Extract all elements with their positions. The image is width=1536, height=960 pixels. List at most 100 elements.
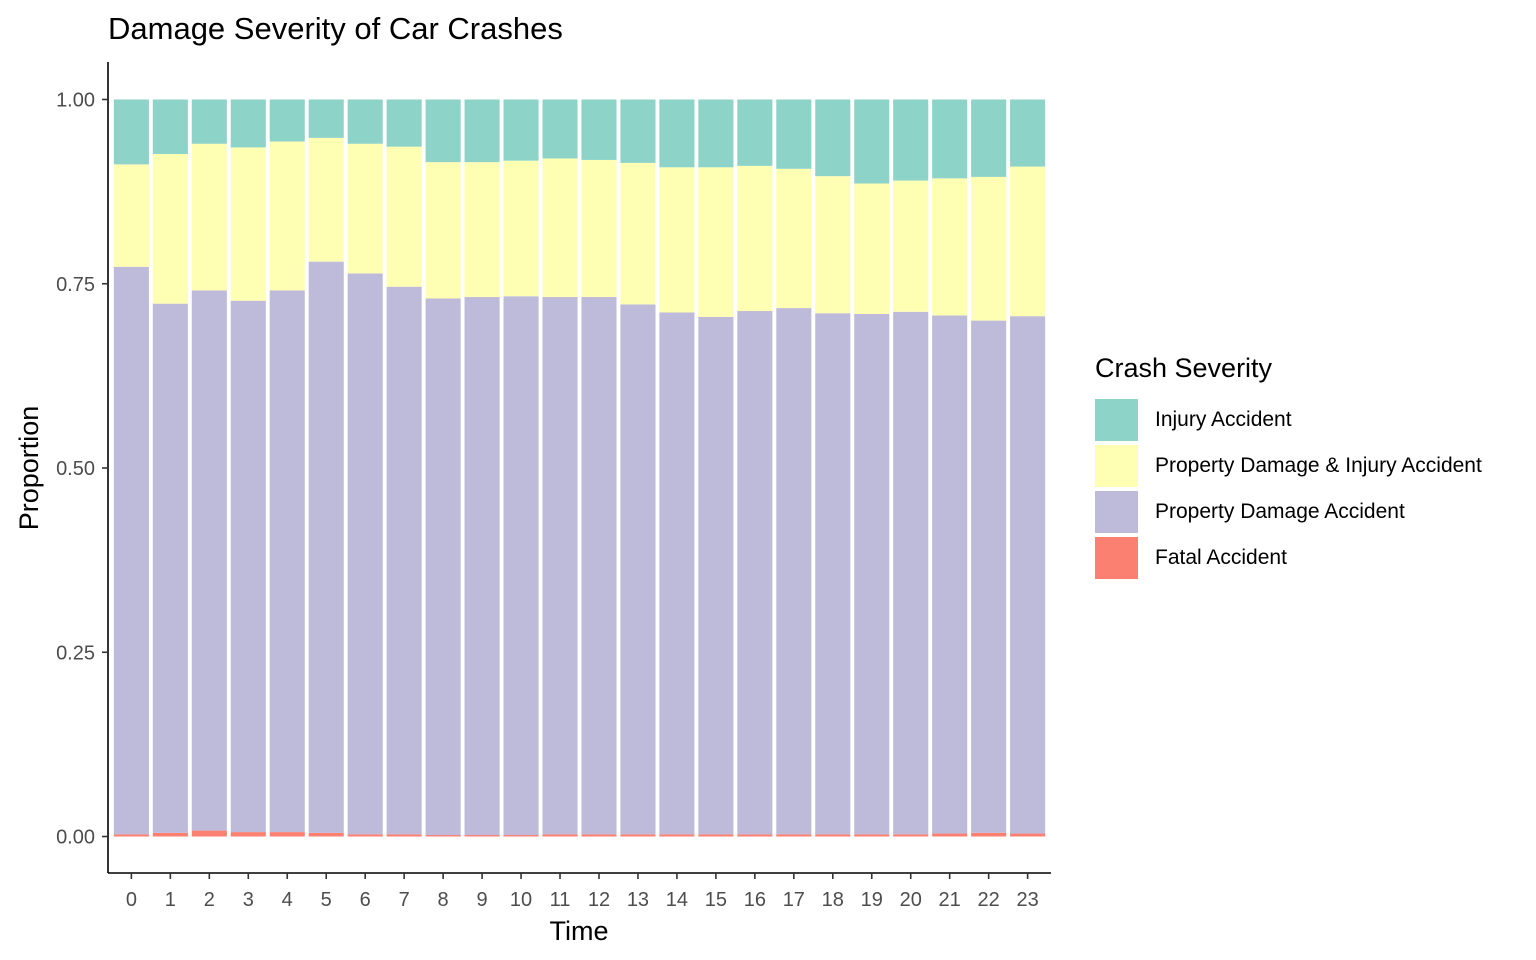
bar-property-damage-accident-0 xyxy=(113,266,149,835)
bar-property-damage-accident-15 xyxy=(698,316,734,835)
bar-injury-accident-23 xyxy=(1010,99,1046,167)
bar-property-damage-accident-16 xyxy=(737,311,773,835)
x-tick-label: 11 xyxy=(550,889,571,911)
legend-title: Crash Severity xyxy=(1095,353,1273,383)
bar-fatal-accident-16 xyxy=(737,834,773,837)
bar-fatal-accident-18 xyxy=(815,834,851,837)
y-tick-label: 0.75 xyxy=(56,274,95,296)
legend-label: Injury Accident xyxy=(1155,408,1292,431)
bar-property-damage-accident-2 xyxy=(191,290,227,831)
bar-injury-accident-18 xyxy=(815,99,851,177)
bar-property-damage-injury-accident-11 xyxy=(542,158,578,298)
bar-property-damage-accident-20 xyxy=(893,311,929,835)
legend: Crash Severity Injury Accident Property D… xyxy=(1095,353,1482,581)
x-tick-label: 23 xyxy=(1016,889,1038,911)
legend-item-property-damage-injury-accident: Property Damage & Injury Accident xyxy=(1095,443,1482,489)
x-tick-label: 21 xyxy=(939,889,961,911)
y-tick-label: 0.25 xyxy=(56,642,95,664)
bar-property-damage-accident-6 xyxy=(347,273,383,835)
y-tick-label: 0.00 xyxy=(56,827,95,849)
bar-fatal-accident-7 xyxy=(386,834,422,837)
bar-fatal-accident-11 xyxy=(542,834,578,837)
bar-property-damage-accident-5 xyxy=(308,261,344,833)
bar-fatal-accident-3 xyxy=(230,832,266,837)
bar-injury-accident-20 xyxy=(893,99,929,181)
bar-injury-accident-15 xyxy=(698,99,734,168)
bar-property-damage-injury-accident-10 xyxy=(503,160,539,297)
y-tick-label: 0.50 xyxy=(56,458,95,480)
bar-property-damage-accident-7 xyxy=(386,286,422,835)
x-ticks-group: 0 1 2 3 4 5 6 7 8 9 10 11 12 13 14 15 16 17 18 19 20 21 22 23 xyxy=(126,873,1039,911)
bar-injury-accident-16 xyxy=(737,99,773,166)
bar-property-damage-injury-accident-19 xyxy=(854,183,890,314)
x-tick-label: 6 xyxy=(360,889,371,911)
bar-injury-accident-1 xyxy=(152,99,188,155)
bar-property-damage-accident-1 xyxy=(152,303,188,833)
bar-property-damage-accident-23 xyxy=(1010,316,1046,834)
bar-property-damage-accident-11 xyxy=(542,297,578,835)
bar-fatal-accident-17 xyxy=(776,834,812,837)
bar-property-damage-injury-accident-15 xyxy=(698,167,734,317)
bars-group xyxy=(113,99,1046,837)
bar-injury-accident-8 xyxy=(425,99,461,163)
bar-injury-accident-5 xyxy=(308,99,344,138)
bar-property-damage-injury-accident-7 xyxy=(386,146,422,287)
bar-fatal-accident-19 xyxy=(854,834,890,837)
bar-property-damage-accident-4 xyxy=(269,290,305,833)
bar-property-damage-injury-accident-1 xyxy=(152,154,188,304)
bar-fatal-accident-13 xyxy=(620,834,656,837)
bar-property-damage-injury-accident-20 xyxy=(893,180,929,312)
bar-property-damage-accident-17 xyxy=(776,308,812,835)
bar-property-damage-injury-accident-12 xyxy=(581,159,617,298)
bar-property-damage-injury-accident-9 xyxy=(464,162,500,298)
bar-property-damage-injury-accident-4 xyxy=(269,141,305,291)
bar-property-damage-injury-accident-0 xyxy=(113,164,149,267)
bar-property-damage-injury-accident-6 xyxy=(347,143,383,274)
x-tick-label: 15 xyxy=(705,889,727,911)
legend-label: Fatal Accident xyxy=(1155,546,1287,569)
x-tick-label: 18 xyxy=(822,889,844,911)
legend-swatch xyxy=(1095,399,1138,441)
bar-fatal-accident-9 xyxy=(464,835,500,837)
y-tick-label: 1.00 xyxy=(56,90,95,112)
x-tick-label: 22 xyxy=(978,889,1000,911)
y-ticks-group: 0.00 0.25 0.50 0.75 1.00 xyxy=(56,90,108,849)
bar-property-damage-injury-accident-2 xyxy=(191,143,227,291)
bar-property-damage-injury-accident-3 xyxy=(230,147,266,301)
bar-fatal-accident-6 xyxy=(347,834,383,837)
bar-property-damage-accident-12 xyxy=(581,297,617,835)
legend-item-property-damage-accident: Property Damage Accident xyxy=(1095,489,1482,535)
bar-injury-accident-22 xyxy=(971,99,1007,177)
x-tick-label: 12 xyxy=(588,889,610,911)
bar-fatal-accident-23 xyxy=(1010,833,1046,837)
bar-property-damage-injury-accident-18 xyxy=(815,176,851,314)
bar-fatal-accident-5 xyxy=(308,832,344,837)
bar-property-damage-injury-accident-22 xyxy=(971,176,1007,321)
bar-injury-accident-2 xyxy=(191,99,227,144)
bar-fatal-accident-1 xyxy=(152,832,188,837)
x-tick-label: 1 xyxy=(165,889,176,911)
x-tick-label: 16 xyxy=(744,889,766,911)
bar-fatal-accident-14 xyxy=(659,834,695,837)
x-tick-label: 8 xyxy=(438,889,449,911)
bar-fatal-accident-21 xyxy=(932,833,968,837)
x-axis-label: Time xyxy=(550,916,609,946)
x-tick-label: 20 xyxy=(900,889,922,911)
x-tick-label: 0 xyxy=(126,889,137,911)
bar-property-damage-accident-14 xyxy=(659,312,695,835)
legend-swatch xyxy=(1095,445,1138,487)
legend-label: Property Damage & Injury Accident xyxy=(1155,454,1482,477)
bar-injury-accident-11 xyxy=(542,99,578,159)
bar-fatal-accident-10 xyxy=(503,835,539,837)
bar-injury-accident-12 xyxy=(581,99,617,160)
bar-property-damage-injury-accident-13 xyxy=(620,162,656,305)
chart-title: Damage Severity of Car Crashes xyxy=(108,11,563,46)
bar-fatal-accident-12 xyxy=(581,834,617,837)
bar-injury-accident-6 xyxy=(347,99,383,144)
bar-property-damage-injury-accident-5 xyxy=(308,137,344,262)
bar-fatal-accident-20 xyxy=(893,834,929,837)
legend-swatch xyxy=(1095,537,1138,579)
bar-property-damage-accident-8 xyxy=(425,298,461,836)
bar-injury-accident-3 xyxy=(230,99,266,148)
